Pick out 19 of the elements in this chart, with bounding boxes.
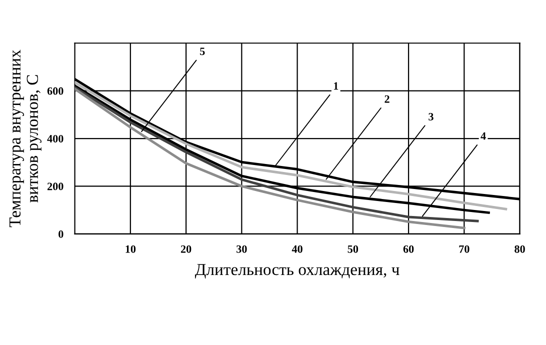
x-tick-label: 80: [514, 245, 525, 253]
y-tick-label: 600: [47, 87, 64, 95]
annotation: 4: [480, 132, 486, 140]
annotation: 2: [384, 95, 390, 103]
x-tick-label: 40: [292, 245, 302, 253]
x-tick-label: 70: [459, 245, 470, 253]
x-tick-label: 10: [126, 245, 136, 253]
annotation: 1: [334, 82, 338, 90]
y-axis-title: Температура внутренних витков рулонов, С: [9, 50, 42, 228]
y-tick-label: 400: [47, 134, 64, 142]
y-tick-label: 200: [47, 182, 64, 190]
x-axis-title: Длительность охлаждения, ч: [194, 264, 400, 279]
x-tick-label: 50: [348, 245, 358, 253]
annotation: 5: [200, 48, 205, 56]
annotation: 3: [428, 112, 434, 120]
x-tick-label: 60: [403, 245, 414, 253]
y-tick-label: 0: [58, 230, 64, 238]
x-tick-label: 20: [180, 245, 192, 253]
x-tick-label: 30: [236, 245, 247, 253]
